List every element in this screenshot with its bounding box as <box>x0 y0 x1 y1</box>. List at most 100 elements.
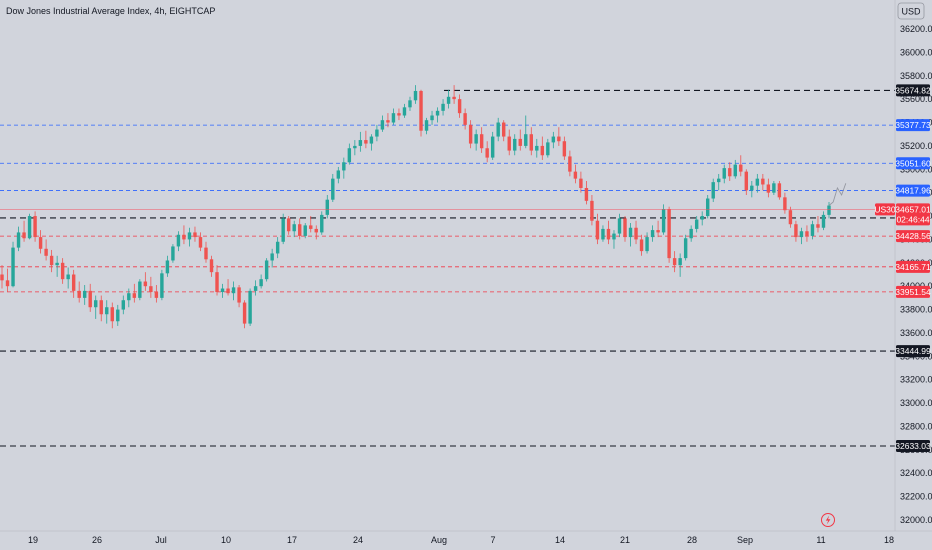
candle <box>446 89 451 109</box>
candle <box>419 89 423 137</box>
svg-text:35051.60: 35051.60 <box>895 158 931 168</box>
level-tag[interactable]: 35377.73 <box>895 119 931 132</box>
y-tick-label: 32800.00 <box>900 421 932 431</box>
candle <box>165 255 170 277</box>
svg-text:35377.73: 35377.73 <box>895 120 931 130</box>
candle <box>320 211 324 235</box>
x-tick-label: 11 <box>816 535 825 545</box>
candle <box>413 85 418 104</box>
level-tag[interactable]: 33951.54 <box>895 285 931 298</box>
candle <box>579 171 583 193</box>
level-tag[interactable]: 34165.71 <box>895 260 931 273</box>
candle <box>182 225 186 245</box>
candle <box>22 220 26 242</box>
candle <box>639 234 644 256</box>
candle <box>755 173 760 193</box>
candle <box>788 206 793 228</box>
candle <box>286 216 291 235</box>
x-tick-label: 26 <box>92 535 102 545</box>
candle <box>606 220 611 245</box>
candle <box>77 281 81 303</box>
lightning-icon[interactable] <box>821 513 835 527</box>
candle <box>656 220 660 238</box>
y-tick-label: 35800.00 <box>900 71 932 81</box>
x-tick-label: 10 <box>221 535 231 545</box>
candle <box>430 110 434 125</box>
candle <box>281 213 285 245</box>
x-tick-label: 18 <box>884 535 894 545</box>
candle <box>391 108 396 125</box>
candle <box>513 134 517 156</box>
symbol-tag[interactable]: US30 <box>874 203 896 216</box>
candle <box>435 107 440 123</box>
candle <box>358 131 363 152</box>
candle <box>110 302 114 329</box>
y-tick-label: 32400.00 <box>900 468 932 478</box>
candle <box>149 276 153 298</box>
x-tick-label: Sep <box>737 535 753 545</box>
candle <box>193 226 197 242</box>
level-tag[interactable]: 34817.96 <box>895 184 931 197</box>
candle <box>303 223 307 239</box>
currency-label: USD <box>901 7 921 17</box>
level-lines <box>0 89 895 447</box>
candle <box>711 178 715 203</box>
candle <box>827 202 831 219</box>
candle <box>650 225 655 242</box>
candle <box>529 127 533 156</box>
y-tick-label: 33800.00 <box>900 305 932 315</box>
candle <box>479 127 484 153</box>
x-axis-ticks: 19 26 Jul 10 17 24 Aug 7 14 21 28 Sep 11 18 <box>28 535 894 545</box>
y-tick-label: 35600.00 <box>900 94 932 104</box>
chart-title: Dow Jones Industrial Average Index, 4h, … <box>6 6 215 16</box>
y-tick-label: 35000.00 <box>900 164 932 174</box>
candle <box>220 283 225 298</box>
level-tags: 35674.8235377.7335051.6034817.9634583.56… <box>874 84 931 452</box>
candle <box>457 94 462 118</box>
candle <box>237 285 241 308</box>
candle <box>584 180 589 205</box>
candle <box>452 85 456 104</box>
candle <box>336 166 341 184</box>
candle <box>810 220 815 240</box>
candle <box>160 269 164 301</box>
level-tag[interactable]: 34428.56 <box>895 230 931 243</box>
svg-text:34428.56: 34428.56 <box>895 231 931 241</box>
candle <box>127 288 131 308</box>
candle <box>71 269 76 298</box>
x-tick-label: 17 <box>287 535 297 545</box>
candle <box>204 241 208 263</box>
candle <box>623 216 627 242</box>
currency-button[interactable]: USD <box>897 2 925 20</box>
last-price-value: 34657.01 <box>895 204 931 214</box>
y-tick-label: 36200.00 <box>900 24 932 34</box>
level-tag[interactable]: 35051.60 <box>895 157 931 170</box>
candle <box>750 180 754 198</box>
candle <box>744 169 749 196</box>
candle <box>612 230 616 249</box>
candle <box>298 218 302 240</box>
candle <box>60 258 65 284</box>
candle <box>777 180 782 200</box>
candle <box>138 279 142 301</box>
candle <box>44 239 48 261</box>
level-tag[interactable]: 32633.03 <box>895 439 931 452</box>
candle <box>408 96 412 111</box>
candle <box>314 225 318 240</box>
candle <box>634 220 638 245</box>
candle <box>667 206 671 263</box>
candle <box>678 253 682 277</box>
candle <box>16 226 21 252</box>
level-tag[interactable]: 35674.82 <box>895 84 931 97</box>
candle <box>209 255 214 277</box>
countdown-value: 02:46:44 <box>896 214 929 224</box>
candle <box>805 225 809 242</box>
candle <box>66 267 70 289</box>
level-tag[interactable]: 33444.99 <box>895 345 931 358</box>
candle <box>496 117 500 142</box>
candle <box>270 248 274 268</box>
candle <box>275 237 280 259</box>
